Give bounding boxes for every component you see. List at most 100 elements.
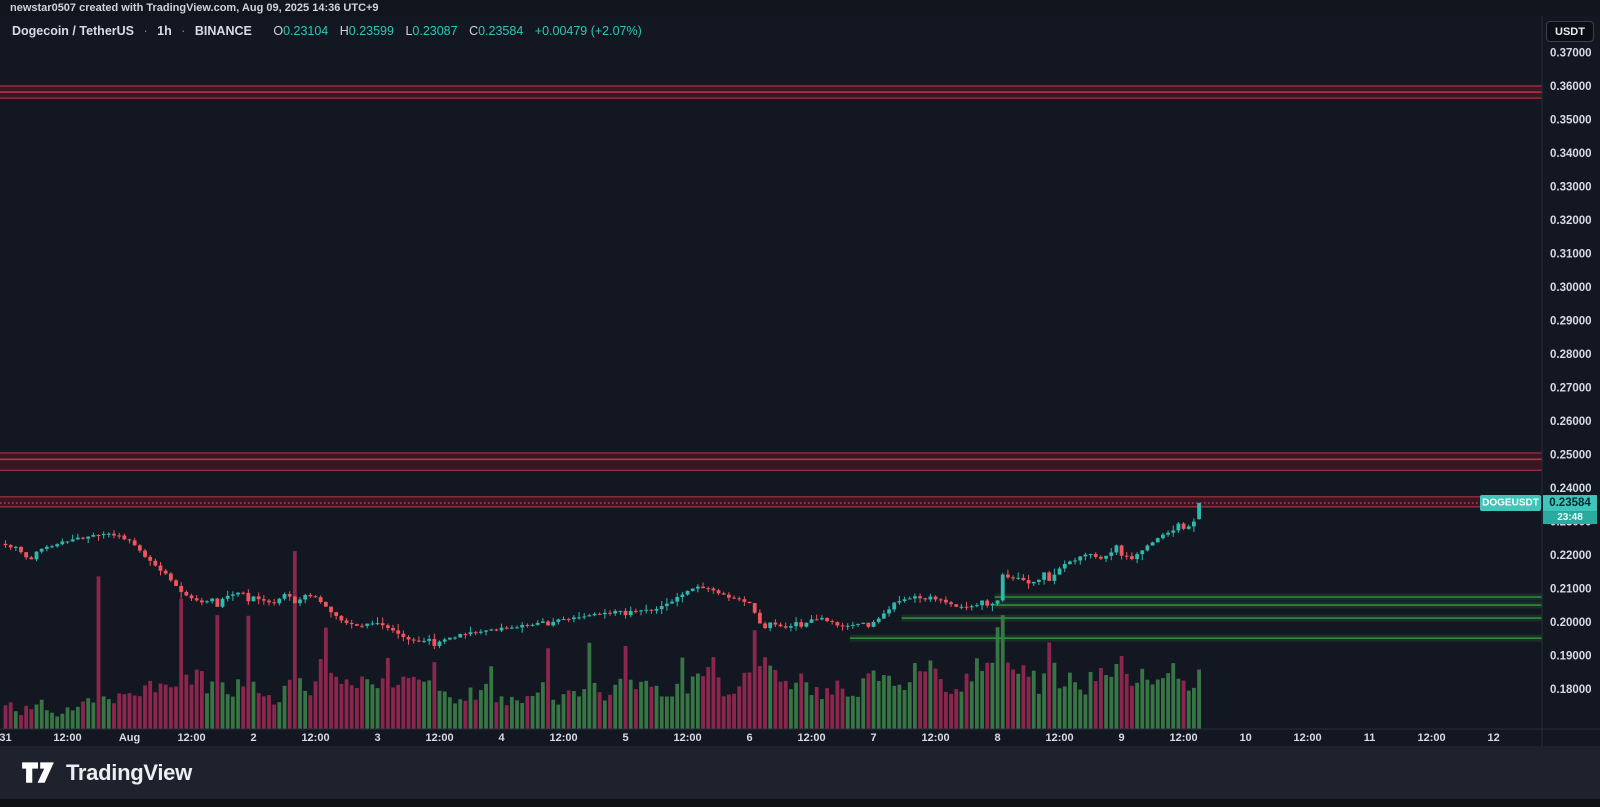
volume-bar	[504, 705, 509, 729]
candle-body	[256, 596, 261, 600]
time-axis-label: 12:00	[921, 732, 949, 744]
volume-bar	[830, 694, 835, 729]
candle-body	[701, 586, 705, 589]
candle-body	[608, 612, 612, 614]
candle-body	[184, 591, 189, 596]
volume-bar	[804, 682, 809, 729]
volume-bar	[1000, 615, 1005, 729]
candle-body	[835, 622, 840, 626]
candlestick-chart[interactable]: 0.37000 0.36000 0.35000 0.34000 0.33000 0.320…	[0, 16, 1600, 746]
candle-body	[1016, 577, 1021, 579]
interval-selector[interactable]: 1h	[157, 24, 172, 38]
volume-bar	[794, 682, 798, 729]
candle-body	[277, 598, 282, 604]
candle-body	[1186, 526, 1191, 529]
volume-bar	[106, 699, 111, 729]
candle-body	[127, 539, 132, 541]
candle-body	[933, 596, 938, 600]
high-label: H	[339, 24, 349, 38]
candle-body	[654, 609, 659, 611]
volume-bar	[75, 706, 80, 729]
tradingview-logo-icon[interactable]	[20, 758, 56, 788]
price-axis-label: 0.35000	[1550, 115, 1592, 127]
volume-bar	[949, 693, 953, 729]
volume-bar	[1057, 688, 1062, 729]
volume-bar	[763, 657, 767, 729]
candle-body	[168, 573, 173, 581]
volume-bar	[210, 681, 215, 729]
candle-body	[1104, 555, 1108, 559]
candle-body	[1088, 554, 1093, 556]
volume-bar	[587, 642, 592, 729]
candle-body	[1192, 521, 1196, 527]
candle-body	[1130, 556, 1134, 560]
volume-bar	[339, 683, 344, 729]
volume-bar	[974, 658, 979, 729]
candle-body	[582, 616, 587, 618]
change-value: +0.00479 (+2.07%)	[534, 24, 642, 38]
candle-body	[990, 603, 995, 606]
candle-body	[298, 599, 302, 604]
candle-body	[577, 617, 581, 619]
candle-body	[1073, 560, 1077, 562]
volume-bar	[29, 709, 34, 729]
volume-bar	[556, 704, 561, 729]
symbol-name[interactable]: Dogecoin / TetherUS	[12, 24, 135, 38]
volume-bar	[370, 684, 375, 729]
candle-body	[856, 623, 860, 625]
candle-body	[752, 603, 757, 613]
price-axis-label: 0.20000	[1550, 617, 1592, 629]
candle-body	[1026, 580, 1031, 584]
volume-bar	[174, 686, 178, 729]
volume-bar	[902, 690, 907, 729]
tradingview-brand-name[interactable]: TradingView	[66, 759, 192, 785]
volume-bar	[515, 700, 519, 729]
volume-bar	[809, 694, 814, 729]
volume-bar	[137, 696, 142, 729]
candle-body	[1078, 556, 1083, 561]
candle-body	[1140, 550, 1145, 555]
volume-bar	[91, 702, 96, 729]
time-axis-label: 5	[622, 732, 628, 744]
exchange-name[interactable]: BINANCE	[194, 24, 252, 38]
volume-bar	[1042, 673, 1046, 729]
ohlc-readout: O0.23104 H0.23599 L0.23087 C0.23584 +0.0…	[265, 24, 641, 38]
candle-body	[804, 622, 809, 627]
volume-bar	[184, 674, 189, 729]
volume-bar	[535, 692, 540, 729]
candle-body	[866, 622, 871, 627]
candle-body	[1057, 568, 1062, 575]
close-label: C	[469, 24, 479, 38]
candle-body	[964, 606, 969, 608]
volume-bar	[19, 714, 23, 729]
candle-body	[602, 612, 607, 615]
volume-bar	[277, 702, 282, 729]
volume-bar	[194, 669, 199, 729]
candle-body	[1155, 538, 1160, 543]
volume-bar	[50, 712, 54, 729]
currency-toggle-button[interactable]: USDT	[1546, 21, 1594, 42]
legend-separator: ·	[181, 24, 186, 38]
candle-body	[112, 533, 116, 536]
footer-strip	[0, 799, 1600, 807]
candle-body	[65, 541, 70, 543]
candle-body	[732, 597, 736, 599]
candle-body	[153, 560, 158, 566]
candle-body	[773, 622, 778, 625]
resistance-band	[0, 496, 1542, 507]
candle-body	[1068, 561, 1072, 564]
volume-bar	[365, 679, 370, 729]
volume-bar	[768, 665, 773, 729]
candle-body	[267, 600, 271, 603]
volume-bar	[220, 682, 225, 729]
candle-body	[695, 586, 700, 589]
candle-body	[132, 540, 137, 546]
candle-body	[980, 600, 984, 606]
volume-bar	[453, 703, 457, 729]
candle-body	[535, 622, 540, 625]
volume-bar	[959, 691, 964, 729]
volume-bar	[825, 688, 829, 729]
candle-body	[840, 625, 845, 627]
candle-body	[1181, 523, 1186, 529]
candle-body	[174, 580, 178, 586]
